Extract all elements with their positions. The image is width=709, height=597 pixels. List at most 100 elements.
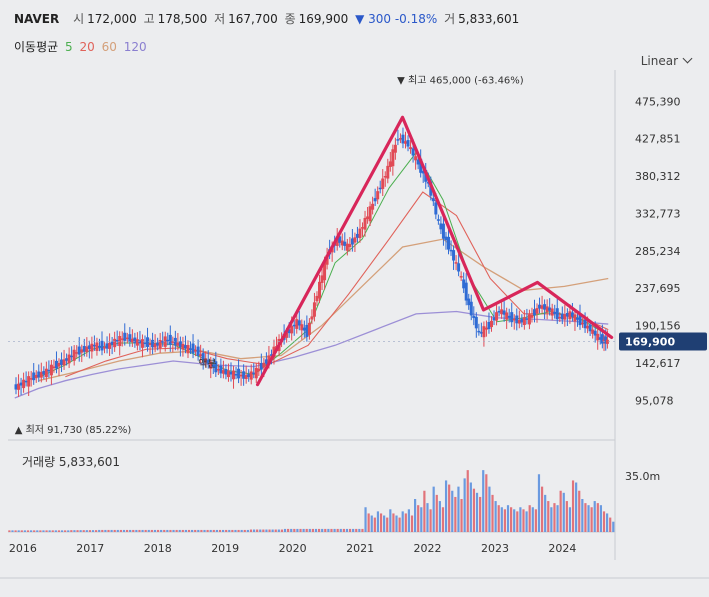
candle-body xyxy=(267,355,271,364)
volume-bar xyxy=(488,486,491,532)
volume-bar xyxy=(479,496,482,532)
candle-body xyxy=(560,313,564,320)
candle-body xyxy=(92,344,96,347)
volume-bar xyxy=(231,529,234,532)
candle-body xyxy=(237,368,241,379)
candle-body xyxy=(285,332,289,338)
volume-bar xyxy=(153,529,157,532)
candle-body xyxy=(602,339,606,342)
candle-body xyxy=(573,314,577,322)
candle-body xyxy=(115,339,119,342)
candle-body xyxy=(242,371,246,379)
candle-body xyxy=(431,198,435,202)
candle-body xyxy=(239,374,243,377)
candle-body xyxy=(393,144,397,153)
candle-body xyxy=(515,315,519,324)
current-price-label: 169,900 xyxy=(625,335,675,348)
candle-body xyxy=(95,342,99,351)
volume-bar xyxy=(432,486,435,532)
volume-bar xyxy=(389,509,392,532)
volume-bar xyxy=(36,530,39,532)
candle-body xyxy=(85,346,89,353)
volume-bar xyxy=(407,509,411,532)
candle-body xyxy=(168,334,172,345)
volume-bar xyxy=(330,528,333,532)
y-tick-label: 190,156 xyxy=(635,320,681,333)
volume-bar xyxy=(361,528,364,532)
volume-bar xyxy=(246,529,249,532)
scale-selector[interactable]: Linear xyxy=(641,53,693,68)
candle-body xyxy=(108,342,112,349)
candle-body xyxy=(358,228,362,239)
candle-body xyxy=(295,319,299,329)
candle-body xyxy=(502,310,506,315)
trend-line xyxy=(255,115,614,387)
candle-body xyxy=(600,334,604,344)
volume-bar xyxy=(571,480,575,532)
candle-body xyxy=(467,298,471,306)
candle-body xyxy=(373,198,377,202)
candle-body xyxy=(80,349,84,353)
volume-bar xyxy=(277,529,280,532)
volume-bar xyxy=(333,528,336,532)
volume-bar xyxy=(116,529,119,532)
volume-bar xyxy=(156,529,160,532)
moving-average-legend[interactable]: 이동평균 5 20 60 120 xyxy=(14,38,150,55)
volume-bar xyxy=(491,494,494,532)
candle-body xyxy=(221,370,225,374)
y-tick-label: 95,078 xyxy=(635,394,674,407)
price-header: NAVER 시 172,000 고 178,500 저 167,700 종 169,90… xyxy=(14,10,522,27)
candle-body xyxy=(226,370,230,378)
volume-bar xyxy=(336,528,339,532)
volume-bar xyxy=(20,530,23,532)
candle-body xyxy=(366,216,370,220)
candle-body xyxy=(171,341,175,343)
candle-body xyxy=(209,361,213,369)
candle-body xyxy=(22,379,26,389)
volume-bar xyxy=(147,529,150,532)
candle-body xyxy=(505,312,509,320)
y-tick-label: 380,312 xyxy=(635,170,681,183)
volume-bar xyxy=(413,499,417,532)
candle-body xyxy=(90,343,94,352)
volume-axis-label: 35.0m xyxy=(625,470,660,483)
volume-bar xyxy=(386,517,389,532)
volume-bar xyxy=(119,529,122,532)
volume-bar xyxy=(172,529,175,532)
candle-body xyxy=(477,330,481,333)
volume-label: 거 xyxy=(444,12,456,26)
candle-body xyxy=(252,372,256,375)
candle-body xyxy=(70,355,74,358)
y-tick-label: 427,851 xyxy=(635,133,681,146)
volume-bar xyxy=(225,529,228,532)
candle-body xyxy=(598,337,602,340)
volume-bar xyxy=(590,507,593,532)
candle-body xyxy=(411,148,415,156)
volume-bar xyxy=(249,529,253,532)
volume-bar xyxy=(609,517,612,532)
volume-bar xyxy=(234,529,237,532)
volume-bar xyxy=(444,480,448,532)
volume-bar xyxy=(544,494,547,532)
candle-body xyxy=(178,341,182,348)
volume-bar xyxy=(280,529,284,532)
volume-bar xyxy=(522,509,525,532)
volume-bar xyxy=(141,529,144,532)
volume-bar xyxy=(379,513,383,532)
candle-body xyxy=(153,343,157,348)
volume-bar xyxy=(135,529,138,532)
volume-bar xyxy=(184,529,188,532)
candle-body xyxy=(510,312,514,323)
volume-bar xyxy=(70,530,73,532)
candle-body xyxy=(42,370,46,375)
volume-bar xyxy=(200,529,203,532)
volume-bar xyxy=(482,470,485,532)
candle-body xyxy=(540,305,544,309)
volume-bar xyxy=(448,484,451,532)
volume-bar xyxy=(14,530,17,532)
volume-bar xyxy=(364,507,367,532)
candle-body xyxy=(340,240,344,246)
candle-body xyxy=(163,336,167,347)
volume-bar xyxy=(556,505,559,532)
candle-body xyxy=(565,312,569,317)
